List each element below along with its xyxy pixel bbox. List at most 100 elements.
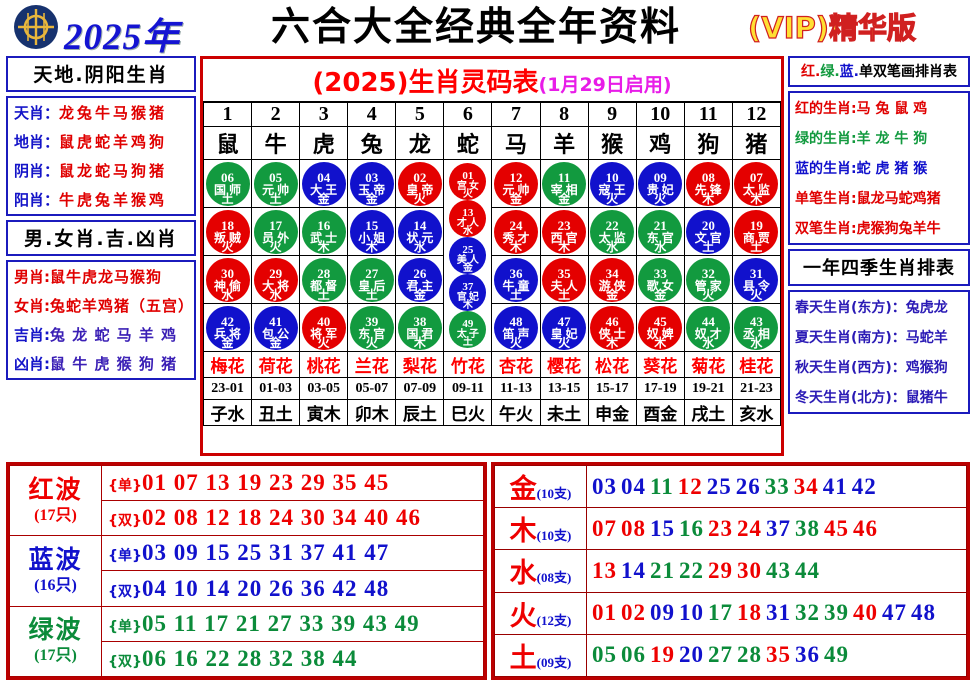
element-number: 43: [766, 557, 791, 583]
zodiac-ball[interactable]: 31 县令火: [734, 257, 779, 302]
ball-title: 叛贼: [214, 231, 245, 245]
ball-number: 31: [749, 266, 763, 281]
element-number: 17: [708, 600, 733, 626]
ball-element: 火: [413, 191, 426, 206]
zodiac-ball[interactable]: 25 美人金: [449, 237, 487, 274]
zodiac-ball[interactable]: 06 国师土: [205, 161, 250, 206]
element-number: 38: [795, 515, 820, 541]
zodiac-ball[interactable]: 24 秀才木: [494, 209, 538, 254]
zodiac-ball[interactable]: 27 皇后土: [349, 257, 394, 302]
element-number: 05: [592, 642, 617, 668]
element-name: 土: [509, 642, 537, 674]
zodiac-ball[interactable]: 01 宫女火: [449, 163, 487, 200]
zodiac-ball[interactable]: 43 丞相水: [734, 305, 779, 350]
color-stroke-title: 红.绿.蓝.单双笔画排肖表: [790, 58, 968, 85]
zodiac-ball[interactable]: 47 皇妃火: [542, 305, 587, 350]
zodiac-ball[interactable]: 34 游侠金: [590, 257, 635, 302]
zodiac-ball[interactable]: 33 歌女金: [638, 257, 683, 302]
zodiac-ball[interactable]: 37 官妃木: [449, 274, 487, 311]
zodiac-ball[interactable]: 46 侠士木: [590, 305, 635, 350]
row-label: 男肖:: [14, 268, 50, 286]
row-label: 天肖：: [14, 104, 60, 122]
ball-number: 11: [557, 170, 571, 185]
element-number: 39: [824, 600, 849, 626]
zodiac-ball[interactable]: 07 太监木: [734, 161, 779, 206]
zodiac-ball[interactable]: 04 大王金: [301, 161, 346, 206]
seasons-title-box: 一年四季生肖排表: [788, 249, 970, 286]
element-number: 07: [592, 515, 617, 541]
column-number: 7: [491, 102, 541, 127]
zodiac-ball[interactable]: 44 奴才水: [686, 305, 731, 350]
ball-cell: 12 元帅金: [491, 159, 541, 208]
zodiac-ball[interactable]: 45 奴婢木: [638, 305, 683, 350]
zodiac-ball[interactable]: 32 管家火: [686, 257, 731, 302]
zodiac-ball[interactable]: 39 东官火: [349, 305, 394, 350]
list-item: 天肖：龙兔牛马猴猪: [8, 98, 194, 127]
row-value: 牛虎兔羊猴鸡: [59, 191, 168, 209]
element-number: 03: [592, 473, 617, 499]
ball-number: 34: [605, 266, 619, 281]
zodiac-ball[interactable]: 19 商贾土: [734, 209, 779, 254]
zodiac-ball[interactable]: 14 状元水: [397, 209, 442, 254]
zodiac-ball[interactable]: 02 皇帝火: [397, 161, 442, 206]
ball-title: 元帅: [502, 183, 533, 197]
zodiac-ball[interactable]: 22 太监水: [590, 209, 635, 254]
column-animal: 龙: [395, 126, 445, 160]
zodiac-ball[interactable]: 21 东官水: [638, 209, 683, 254]
zodiac-ball[interactable]: 26 君主金: [397, 257, 442, 302]
flower-name: 杏花: [491, 351, 541, 378]
element-number: 41: [822, 473, 848, 499]
zodiac-ball[interactable]: 41 包公金: [253, 305, 298, 350]
zodiac-ball[interactable]: 40 将军火: [301, 305, 346, 350]
wave-label: 蓝波 (16只): [9, 535, 102, 607]
element-number: 13: [592, 557, 617, 583]
zodiac-ball[interactable]: 36 牛童土: [494, 257, 538, 302]
zodiac-ball[interactable]: 28 都督土: [301, 257, 346, 302]
title-part-green: 绿.: [820, 64, 840, 80]
ball-title: 玉帝: [358, 183, 389, 197]
zodiac-ball[interactable]: 23 西官木: [542, 209, 587, 254]
zodiac-ball[interactable]: 48 笛声火: [494, 305, 538, 350]
flower-name: 竹花: [443, 351, 493, 378]
ball-number: 06: [221, 170, 235, 185]
zodiac-ball[interactable]: 35 夫人土: [542, 257, 587, 302]
ball-number: 44: [701, 314, 715, 329]
ball-element: 木: [750, 191, 763, 206]
element-number: 33: [764, 473, 790, 499]
zodiac-ball[interactable]: 38 国君木: [397, 305, 442, 350]
zodiac-ball[interactable]: 42 兵将金: [205, 305, 250, 350]
zodiac-ball[interactable]: 09 贵妃火: [638, 161, 683, 206]
zodiac-ball[interactable]: 29 大将水: [253, 257, 298, 302]
zodiac-ball[interactable]: 03 玉帝金: [349, 161, 394, 206]
zodiac-ball[interactable]: 10 寇王火: [590, 161, 635, 206]
zodiac-ball[interactable]: 11 宰相金: [542, 161, 587, 206]
zodiac-ball[interactable]: 17 员外火: [253, 209, 298, 254]
zodiac-ball[interactable]: 08 先锋木: [686, 161, 731, 206]
zodiac-ball[interactable]: 20 文官土: [686, 209, 731, 254]
zodiac-ball[interactable]: 49 太子土: [449, 311, 487, 348]
ball-number: 26: [413, 266, 427, 281]
zodiac-ball[interactable]: 05 元帅土: [253, 161, 298, 206]
ball-element: 金: [462, 263, 473, 274]
table-row: {双}02 08 12 18 24 30 34 40 46: [10, 500, 484, 537]
zodiac-ball[interactable]: 12 元帅金: [494, 161, 538, 206]
odd-tag: {单}: [108, 548, 142, 565]
ball-title: 奴才: [694, 327, 725, 341]
ball-element: 木: [509, 239, 523, 254]
zodiac-ball[interactable]: 15 小姐木: [349, 209, 394, 254]
ball-title: 县令: [742, 279, 773, 293]
ball-title: 东官: [646, 231, 677, 245]
ball-element: 水: [221, 287, 234, 302]
ball-cell: 08 先锋木: [683, 159, 733, 208]
element-number: 15: [650, 515, 675, 541]
zodiac-ball[interactable]: 16 武士木: [301, 209, 346, 254]
ball-element: 土: [702, 239, 715, 254]
hour-range: 23-01: [202, 377, 253, 400]
zodiac-ball[interactable]: 18 叛贼火: [205, 209, 250, 254]
ball-element: 火: [750, 287, 763, 302]
zodiac-ball[interactable]: 30 神偷水: [205, 257, 250, 302]
ball-cell: 06 国师土: [202, 159, 253, 208]
zodiac-ball[interactable]: 13 才人水: [449, 200, 487, 237]
ball-element: 火: [558, 335, 571, 350]
hour-range: 13-15: [539, 377, 589, 400]
